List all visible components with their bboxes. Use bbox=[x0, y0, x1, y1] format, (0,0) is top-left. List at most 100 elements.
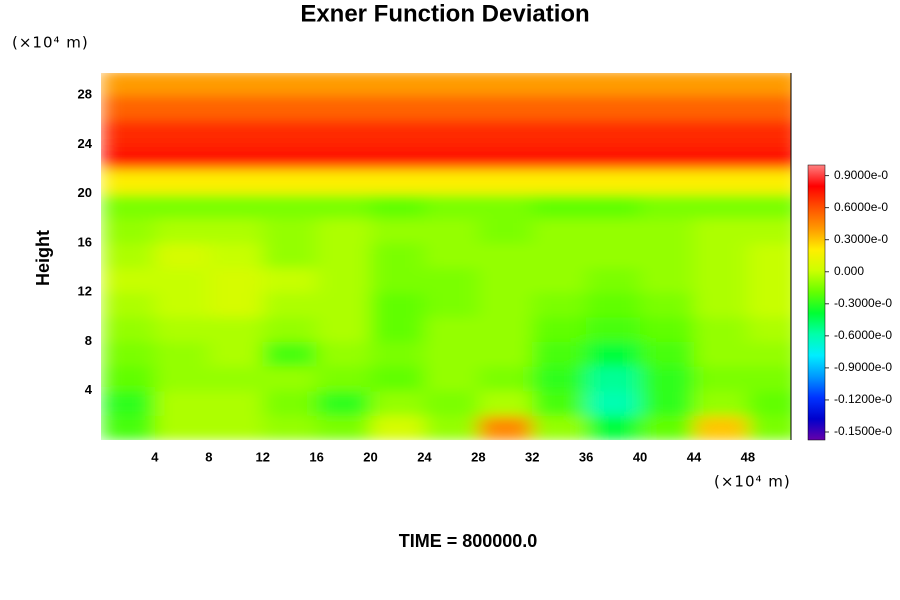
contour-cell bbox=[640, 415, 695, 440]
contour-cell bbox=[208, 144, 264, 170]
contour-cell bbox=[586, 218, 641, 244]
y-tick-label: 8 bbox=[85, 333, 92, 348]
contour-cell bbox=[586, 73, 641, 96]
x-tick-label: 40 bbox=[633, 449, 647, 464]
contour-cell bbox=[478, 95, 533, 121]
contour-cell bbox=[478, 366, 533, 392]
contour-cell bbox=[316, 390, 372, 416]
contour-cell bbox=[101, 366, 156, 392]
contour-cell bbox=[370, 316, 425, 342]
contour-cell bbox=[478, 193, 533, 219]
contour-cell bbox=[532, 169, 587, 195]
contour-cell bbox=[316, 292, 372, 318]
contour-cell bbox=[532, 415, 587, 440]
contour-cell bbox=[154, 193, 210, 219]
colorbar-tick-label: 0.000 bbox=[834, 264, 864, 278]
colorbar-tick-label: 0.3000e-0 bbox=[834, 232, 888, 246]
contour-cell bbox=[532, 242, 587, 269]
contour-cell bbox=[532, 292, 587, 318]
contour-cell bbox=[262, 73, 318, 96]
contour-cell bbox=[370, 366, 425, 392]
contour-cell bbox=[747, 144, 791, 170]
contour-cell bbox=[747, 73, 791, 96]
contour-cell bbox=[316, 366, 372, 392]
contour-cell bbox=[154, 341, 210, 367]
contour-cell bbox=[586, 316, 641, 342]
contour-cell bbox=[640, 144, 695, 170]
contour-cell bbox=[154, 144, 210, 170]
contour-cell bbox=[208, 267, 264, 293]
contour-cell bbox=[154, 169, 210, 195]
contour-cell bbox=[154, 218, 210, 244]
contour-cell bbox=[208, 95, 264, 121]
contour-cell bbox=[208, 390, 264, 416]
contour-cell bbox=[640, 95, 695, 121]
y-tick-label: 16 bbox=[78, 234, 92, 249]
contour-cell bbox=[262, 242, 318, 269]
chart-title: Exner Function Deviation bbox=[300, 0, 589, 27]
y-unit-label: (×10⁴ m) bbox=[12, 34, 89, 52]
contour-cell bbox=[424, 144, 479, 170]
contour-cell bbox=[154, 267, 210, 293]
contour-cell bbox=[101, 73, 156, 96]
contour-cell bbox=[478, 73, 533, 96]
contour-cell bbox=[208, 316, 264, 342]
contour-cell bbox=[532, 267, 587, 293]
y-tick-label: 28 bbox=[78, 87, 92, 102]
contour-cell bbox=[640, 292, 695, 318]
contour-cell bbox=[370, 390, 425, 416]
contour-cell bbox=[586, 169, 641, 195]
contour-cell bbox=[693, 390, 749, 416]
contour-cell bbox=[262, 169, 318, 195]
y-axis-label: Height bbox=[33, 230, 53, 286]
contour-cell bbox=[424, 218, 479, 244]
contour-cell bbox=[262, 95, 318, 121]
contour-cell bbox=[478, 390, 533, 416]
contour-cell bbox=[154, 242, 210, 269]
contour-cell bbox=[316, 73, 372, 96]
contour-cell bbox=[101, 242, 156, 269]
contour-cell bbox=[747, 390, 791, 416]
contour-cell bbox=[747, 169, 791, 195]
contour-cell bbox=[747, 415, 791, 440]
contour-cell bbox=[586, 390, 641, 416]
contour-cell bbox=[693, 415, 749, 440]
contour-cell bbox=[478, 316, 533, 342]
contour-cell bbox=[316, 316, 372, 342]
contour-cell bbox=[208, 119, 264, 145]
contour-cell bbox=[478, 267, 533, 293]
contour-cell bbox=[154, 292, 210, 318]
contour-cell bbox=[586, 144, 641, 170]
x-tick-label: 28 bbox=[471, 449, 485, 464]
x-unit-label: (×10⁴ m) bbox=[714, 473, 791, 491]
contour-cell bbox=[640, 341, 695, 367]
y-tick-label: 20 bbox=[78, 185, 92, 200]
contour-cell bbox=[693, 267, 749, 293]
contour-cell bbox=[101, 292, 156, 318]
contour-cell bbox=[208, 169, 264, 195]
contour-cell bbox=[424, 267, 479, 293]
contour-cell bbox=[101, 144, 156, 170]
contour-cell bbox=[640, 193, 695, 219]
contour-cell bbox=[532, 119, 587, 145]
contour-cell bbox=[370, 341, 425, 367]
contour-cell bbox=[316, 144, 372, 170]
contour-cell bbox=[424, 73, 479, 96]
contour-cell bbox=[101, 95, 156, 121]
contour-cell bbox=[316, 169, 372, 195]
contour-cell bbox=[640, 119, 695, 145]
contour-cell bbox=[640, 390, 695, 416]
contour-cell bbox=[640, 242, 695, 269]
contour-cell bbox=[370, 73, 425, 96]
contour-cell bbox=[316, 242, 372, 269]
contour-cell bbox=[747, 267, 791, 293]
contour-cell bbox=[424, 169, 479, 195]
contour-cell bbox=[478, 292, 533, 318]
contour-cell bbox=[532, 95, 587, 121]
contour-cell bbox=[101, 415, 156, 440]
contour-cell bbox=[747, 292, 791, 318]
x-tick-label: 8 bbox=[205, 449, 212, 464]
contour-cell bbox=[101, 169, 156, 195]
contour-cell bbox=[208, 193, 264, 219]
